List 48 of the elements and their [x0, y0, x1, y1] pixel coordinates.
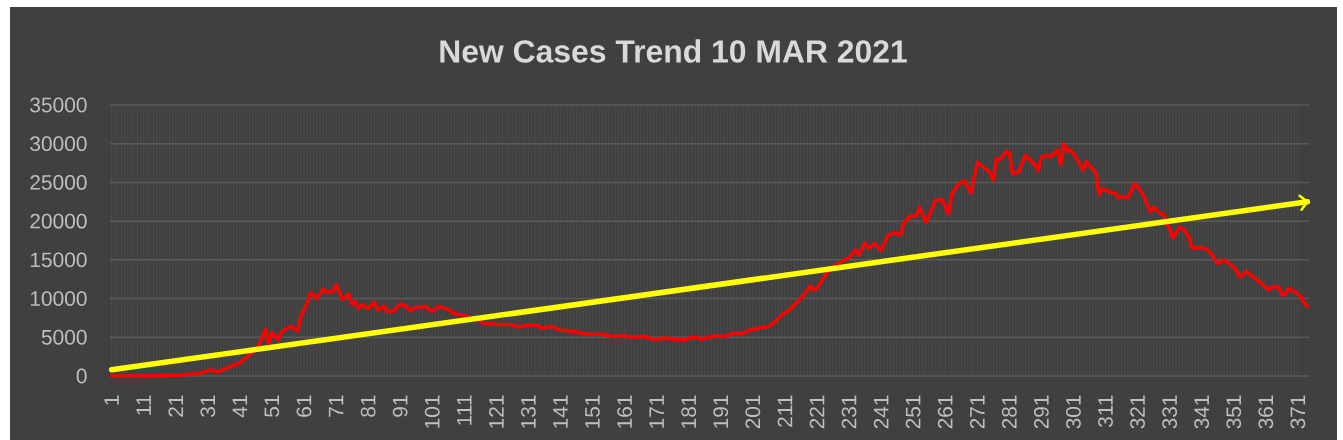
y-tick-label: 25000	[30, 175, 87, 190]
x-tick-label: 71	[328, 395, 344, 417]
y-tick-label: 35000	[30, 97, 87, 113]
y-tick-label: 15000	[30, 252, 87, 268]
x-tick-label: 371	[1290, 395, 1306, 429]
x-tick-label: 81	[360, 395, 376, 417]
x-tick-label: 341	[1194, 395, 1210, 429]
x-tick-label: 161	[617, 395, 632, 428]
x-tick-label: 331	[1162, 395, 1178, 429]
x-tick-label: 261	[937, 395, 953, 429]
x-tick-label: 111	[457, 395, 472, 425]
x-tick-label: 231	[841, 395, 857, 429]
x-tick-label: 21	[168, 395, 184, 417]
x-tick-label: 321	[1130, 395, 1145, 429]
x-tick-label: 301	[1066, 395, 1081, 429]
x-tick-label: 51	[264, 395, 280, 417]
x-tick-label: 221	[809, 395, 825, 429]
x-tick-label: 291	[1033, 395, 1049, 429]
x-tick-label: 201	[745, 395, 761, 429]
line-series	[109, 141, 1310, 378]
x-tick-label: 241	[873, 395, 889, 429]
x-tick-label: 151	[585, 395, 600, 428]
x-tick-label: 61	[296, 395, 312, 417]
x-tick-label: 41	[232, 395, 248, 418]
chart-title: New Cases Trend 10 MAR 2021	[440, 39, 907, 63]
x-tick-label: 181	[681, 395, 697, 428]
x-tick-label: 311	[1098, 395, 1113, 428]
x-tick-label: 251	[905, 395, 921, 429]
x-tick-label: 271	[969, 395, 985, 429]
x-tick-label: 191	[713, 395, 729, 428]
x-tick-label: 31	[200, 395, 216, 417]
x-tick-label: 101	[424, 395, 440, 428]
x-tick-label: 121	[489, 395, 504, 428]
x-tick-label: 281	[1001, 395, 1017, 429]
y-tick-label: 30000	[30, 136, 87, 152]
x-tick-label: 91	[392, 395, 408, 417]
x-tick-label: 11	[136, 395, 151, 415]
y-tick-label: 10000	[30, 291, 87, 306]
x-tick-label: 361	[1258, 395, 1274, 429]
x-tick-label: 131	[521, 395, 536, 428]
x-tick-label: 211	[777, 395, 793, 427]
x-tick-label: 351	[1226, 395, 1242, 429]
x-tick-label: 141	[553, 395, 568, 428]
y-tick-label: 20000	[30, 213, 87, 229]
x-tick-label: 1	[104, 395, 119, 405]
y-tick-label: 5000	[41, 329, 87, 345]
x-tick-label: 171	[649, 395, 664, 428]
y-tick-label: 0	[76, 368, 87, 384]
